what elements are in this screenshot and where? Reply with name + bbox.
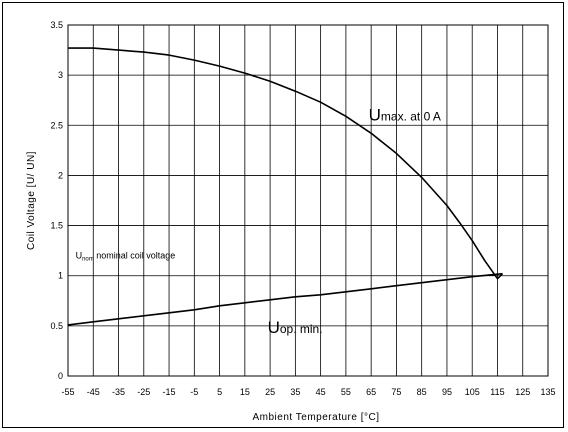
x-tick-label: 115 — [490, 387, 504, 397]
x-tick-label: 15 — [240, 387, 250, 397]
uop-min-label-sub: op. min. — [280, 322, 323, 336]
y-tick-label: 0 — [58, 371, 63, 381]
x-tick-label: 55 — [341, 387, 351, 397]
nominal-note-rest: nominal coil voltage — [94, 251, 176, 261]
y-axis-label: Coil Voltage [U/ UN] — [26, 151, 37, 250]
x-tick-label: 95 — [442, 387, 452, 397]
x-axis-label: Ambient Temperature [°C] — [253, 412, 380, 423]
chart-frame — [2, 2, 564, 428]
y-tick-label: 2.5 — [50, 120, 63, 130]
uop-min-series-line — [67, 272, 503, 326]
x-tick-label: 5 — [217, 387, 222, 397]
umax-label: Umax. at 0 A — [369, 105, 441, 124]
series-lines — [67, 47, 504, 326]
nominal-note-main: U — [76, 251, 83, 261]
nominal-note-sub: nom — [82, 257, 94, 263]
x-tick-label: 85 — [417, 387, 427, 397]
x-tick-label: -5 — [190, 387, 198, 397]
x-tick-label: -45 — [87, 387, 100, 397]
x-tick-label: 65 — [366, 387, 376, 397]
umax-label-sub: max. at 0 A — [381, 109, 441, 123]
x-tick-label: -25 — [137, 387, 150, 397]
x-tick-label: 105 — [465, 387, 480, 397]
x-tick-label: 25 — [265, 387, 275, 397]
umax-series-line — [68, 47, 504, 280]
y-tick-labels: 0 0.5 1 1.5 2 2.5 3 3.5 — [50, 20, 63, 381]
uop-min-label-main: U — [268, 318, 280, 337]
y-tick-label: 0.5 — [50, 321, 63, 331]
y-tick-label: 2 — [58, 170, 63, 180]
y-tick-label: 1 — [58, 271, 63, 281]
y-tick-label: 1.5 — [50, 221, 63, 231]
x-tick-label: 75 — [391, 387, 401, 397]
x-tick-label: 45 — [316, 387, 326, 397]
plot-border — [67, 24, 549, 377]
y-tick-label: 3.5 — [50, 20, 63, 30]
x-tick-label: -15 — [163, 387, 176, 397]
y-tick-label: 3 — [58, 70, 63, 80]
x-tick-label: 35 — [290, 387, 300, 397]
x-tick-label: 135 — [540, 387, 555, 397]
x-tick-label: -35 — [112, 387, 125, 397]
x-tick-label: 125 — [515, 387, 530, 397]
umax-label-main: U — [369, 105, 381, 124]
x-tick-label: -55 — [61, 387, 74, 397]
x-tick-labels: -55 -45 -35 -25 -15 -5 5 15 25 35 45 55 65 75 85 95 105 1… — [61, 387, 555, 397]
uop-min-label: Uop. min. — [268, 318, 323, 337]
nominal-voltage-note: Unom nominal coil voltage — [76, 251, 176, 263]
